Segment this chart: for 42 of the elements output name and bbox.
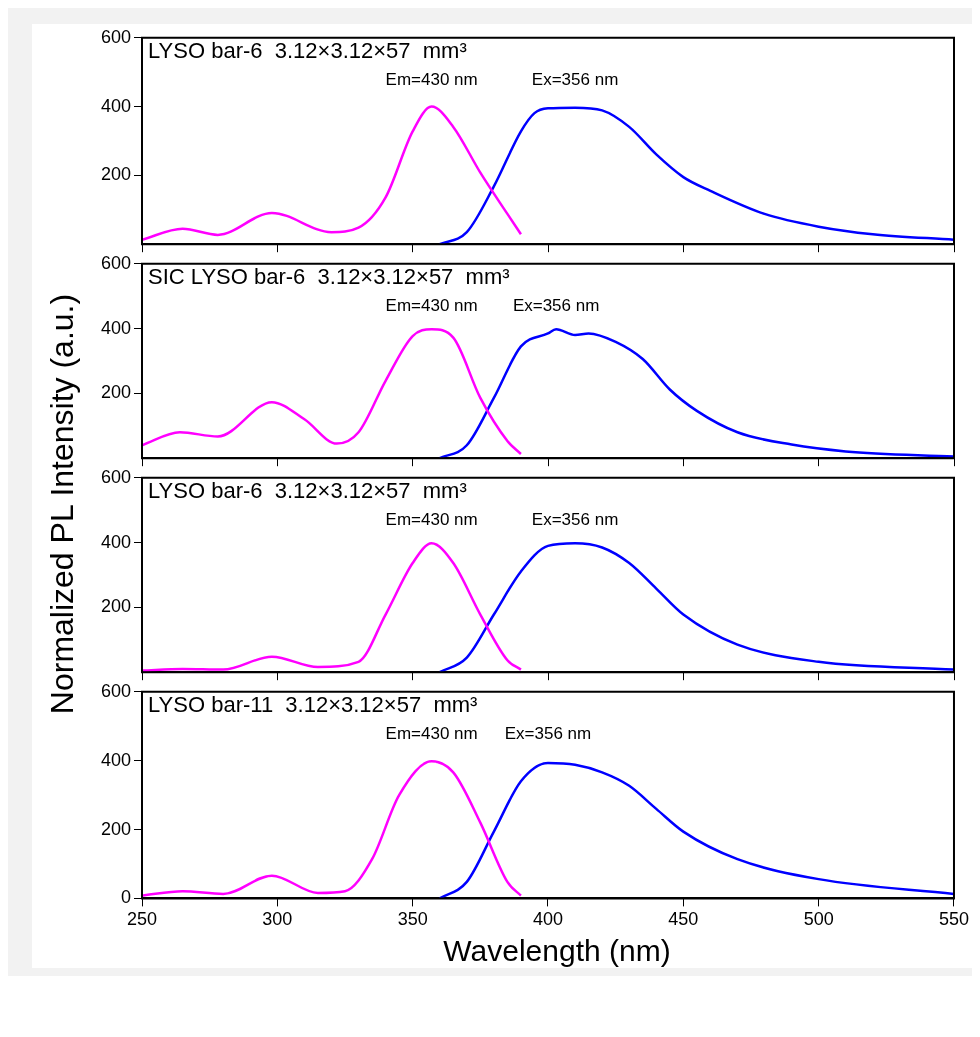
x-tick-label: 300 <box>262 909 293 930</box>
x-tick-label: 400 <box>532 909 564 930</box>
series-label: Ex=356 nm <box>531 509 619 529</box>
y-axis-title: Normalized PL Intensity (a.u.) <box>43 293 81 715</box>
y-tick-label: 400 <box>100 317 131 338</box>
y-tick-label: 400 <box>100 95 131 116</box>
chart-title: LYSO bar-6 3.12×3.12×57 mm³ <box>148 477 467 503</box>
series-label: Ex=356 nm <box>504 723 592 743</box>
x-tick-label: 500 <box>803 909 834 930</box>
chart-title: SIC LYSO bar-6 3.12×3.12×57 mm³ <box>148 263 510 289</box>
series-label: Ex=356 nm <box>512 295 600 315</box>
line-series <box>142 760 523 897</box>
y-tick-label: 200 <box>100 596 131 617</box>
y-tick-label: 600 <box>100 680 131 701</box>
line-series <box>438 542 954 673</box>
y-tick-label: 600 <box>100 466 131 487</box>
x-tick-label: 450 <box>668 909 699 930</box>
line-series <box>142 542 523 672</box>
x-tick-label: 250 <box>126 909 158 930</box>
y-tick-label: 200 <box>100 164 131 185</box>
x-tick-label: 550 <box>938 909 970 930</box>
y-tick-label: 600 <box>100 252 131 273</box>
y-tick-label: 600 <box>100 26 131 47</box>
y-tick-label: 200 <box>100 382 131 403</box>
line-series <box>438 328 954 459</box>
y-tick-label: 400 <box>100 531 131 552</box>
series-label: Ex=356 nm <box>531 69 619 89</box>
chart-title: LYSO bar-11 3.12×3.12×57 mm³ <box>148 691 478 717</box>
line-series <box>142 105 523 241</box>
series-label: Em=430 nm <box>385 69 478 89</box>
line-series <box>438 761 954 899</box>
y-tick-label: 400 <box>100 749 131 770</box>
x-axis-title: Wavelength (nm) <box>442 934 672 968</box>
x-tick-label: 350 <box>397 909 428 930</box>
y-tick-label: 200 <box>100 818 131 839</box>
line-series <box>142 328 523 456</box>
series-label: Em=430 nm <box>385 509 478 529</box>
chart-title: LYSO bar-6 3.12×3.12×57 mm³ <box>148 37 467 63</box>
y-tick-label: 0 <box>120 887 131 908</box>
line-series <box>438 106 954 245</box>
series-label: Em=430 nm <box>385 295 478 315</box>
series-label: Em=430 nm <box>385 723 478 743</box>
